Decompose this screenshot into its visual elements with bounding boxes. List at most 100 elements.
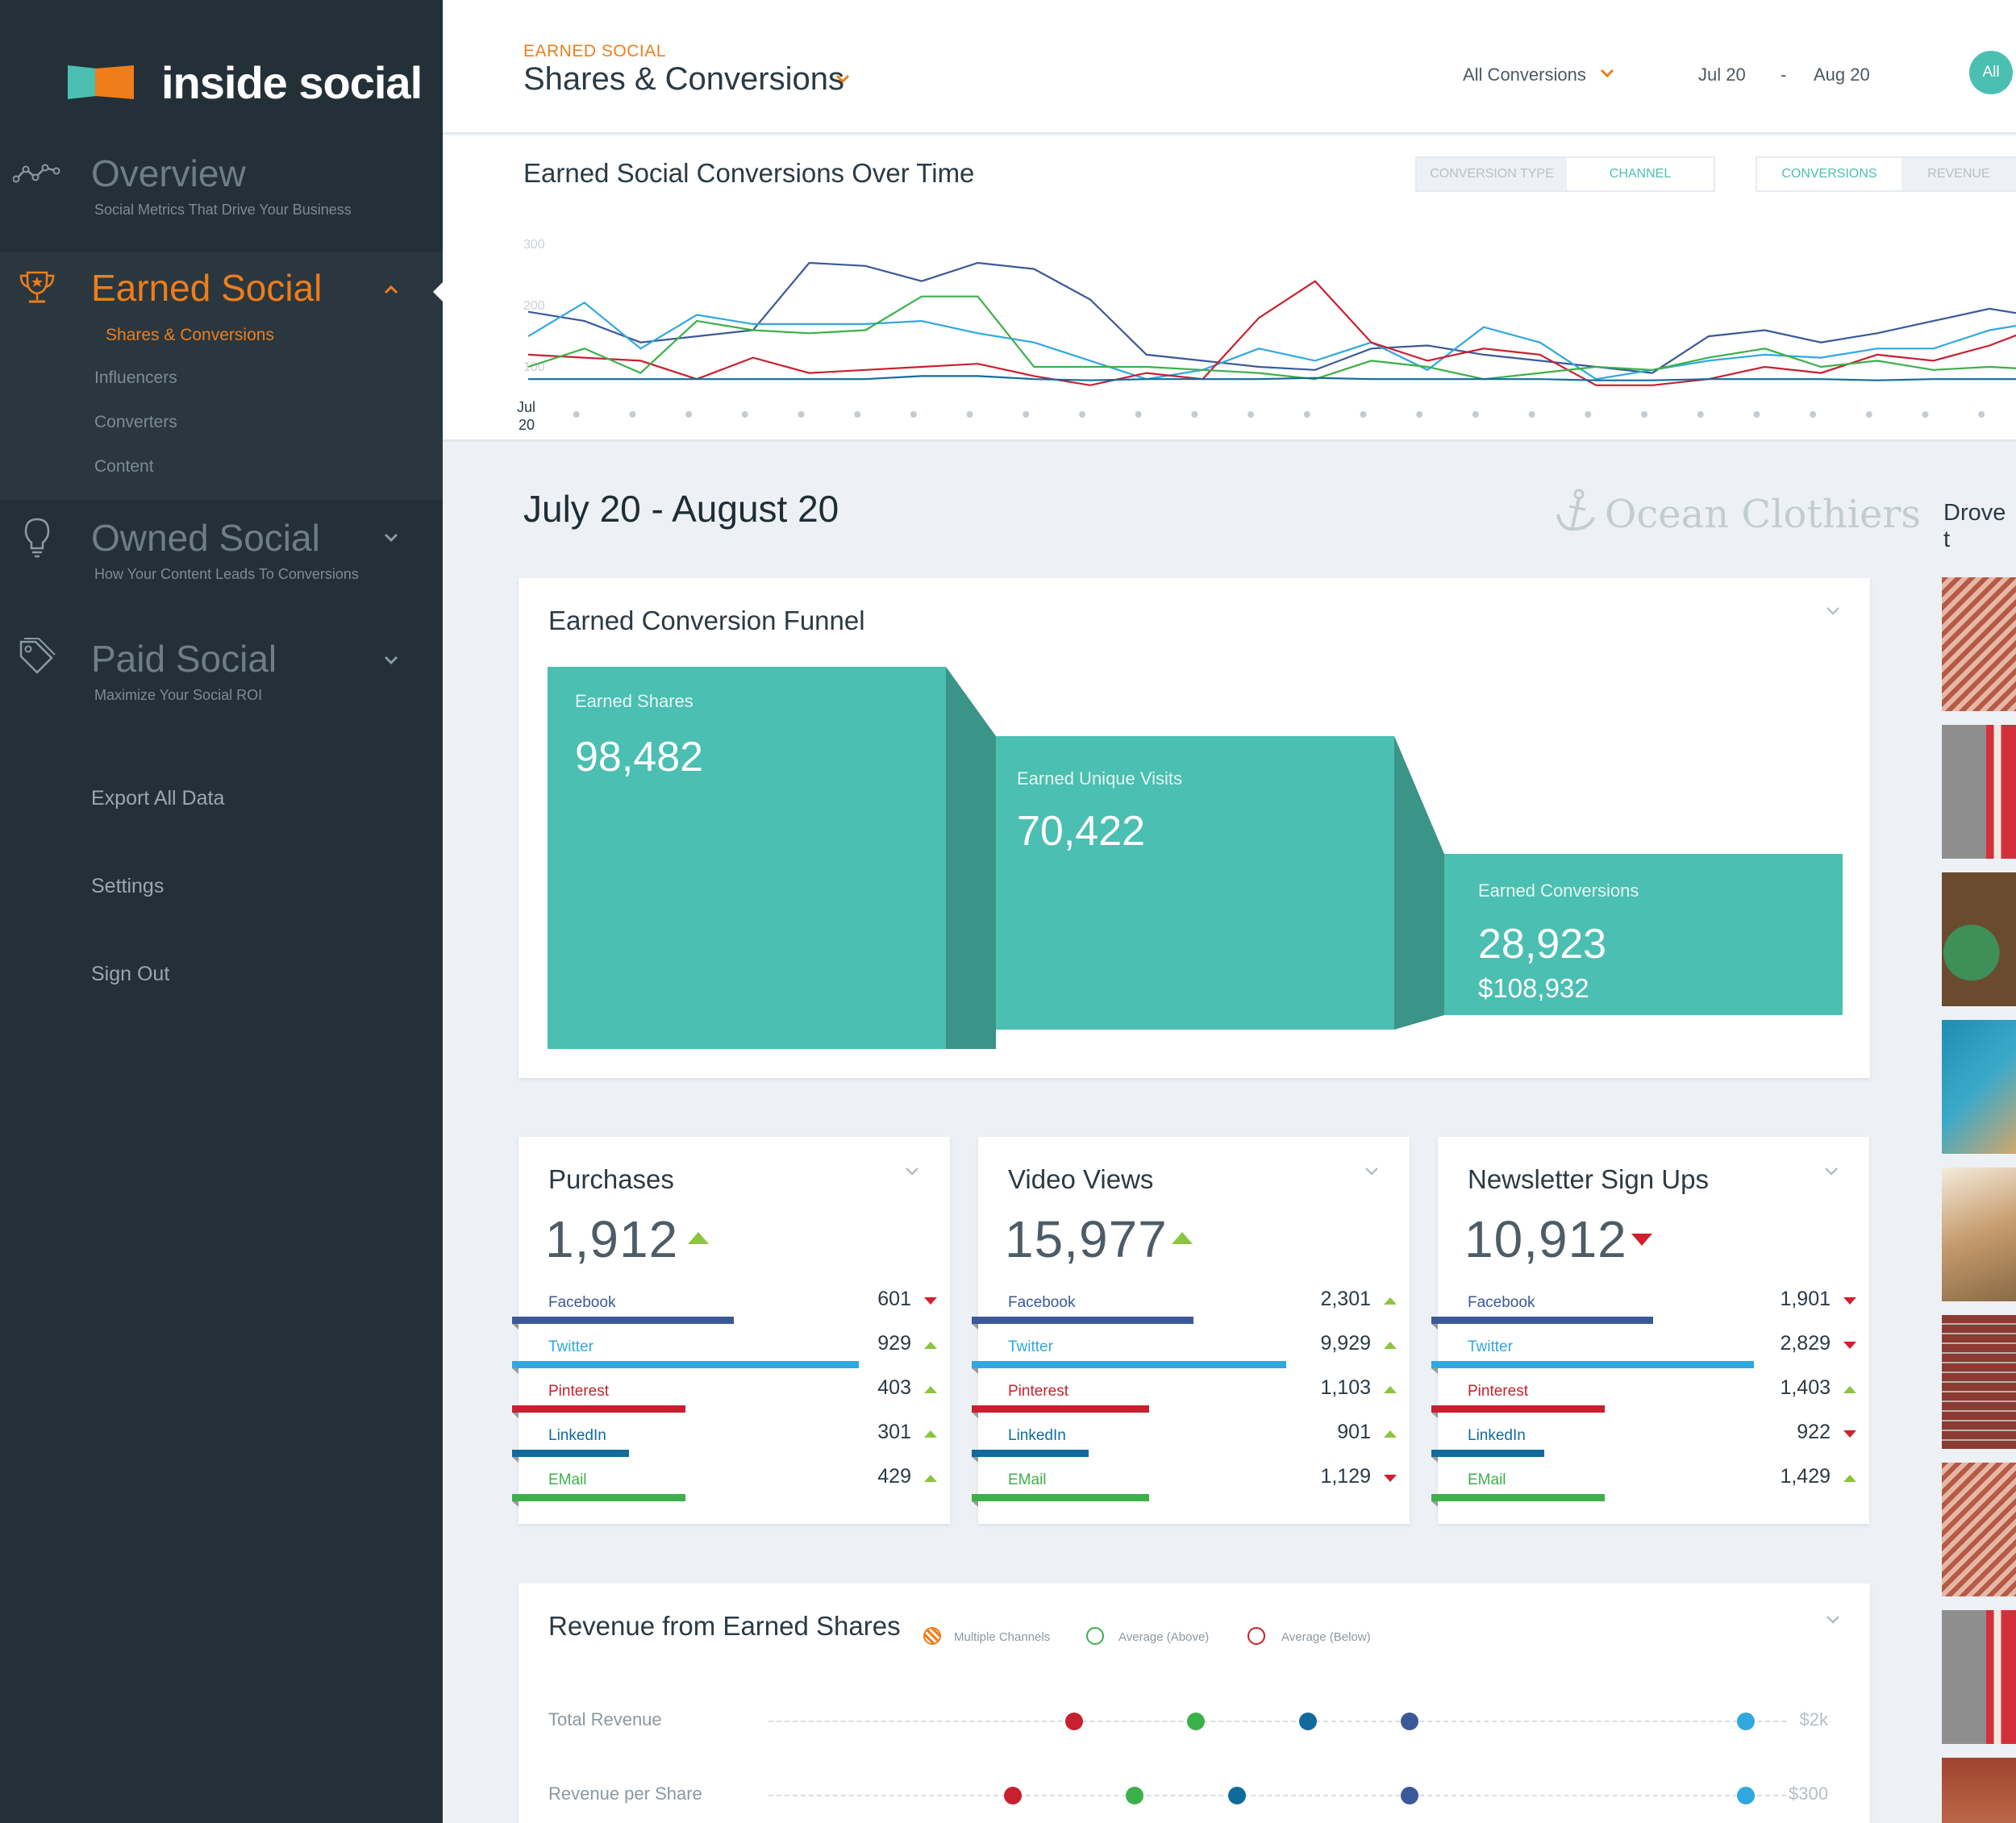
chevron-down-icon[interactable] [1823, 1161, 1839, 1182]
nav-paid-social[interactable]: Paid Social Maximize Your Social ROI [0, 637, 443, 734]
date-from[interactable]: Jul 20 [1698, 65, 1746, 85]
nav-overview[interactable]: Overview Social Metrics That Drive Your … [0, 145, 443, 250]
x-tick-dot[interactable] [629, 411, 636, 418]
date-to[interactable]: Aug 20 [1814, 65, 1870, 85]
x-tick-dot[interactable] [1810, 411, 1817, 418]
x-tick-dot[interactable] [1641, 411, 1647, 418]
x-tick-dot[interactable] [1023, 411, 1030, 418]
revenue-track [768, 1721, 1786, 1722]
content-thumbnail[interactable] [1942, 1463, 2016, 1596]
x-tick-dot[interactable] [1697, 411, 1704, 418]
chevron-down-icon[interactable] [904, 1161, 920, 1182]
multiple-channels-legend-icon [923, 1627, 941, 1645]
toggle-revenue[interactable]: REVENUE [1901, 158, 2016, 190]
revenue-point[interactable] [1736, 1787, 1755, 1804]
toggle-conversions[interactable]: CONVERSIONS [1757, 158, 1901, 190]
channel-row-linkedin[interactable]: LinkedIn 301 [512, 1421, 950, 1467]
channel-row-twitter[interactable]: Twitter 9,929 [972, 1332, 1410, 1379]
x-tick-dot[interactable] [1191, 411, 1198, 418]
export-all-data-link[interactable]: Export All Data [91, 787, 225, 810]
channel-row-email[interactable]: EMail 1,129 [972, 1465, 1410, 1512]
channel-row-pinterest[interactable]: Pinterest 1,403 [1431, 1376, 1869, 1423]
toggle-channel[interactable]: CHANNEL [1567, 158, 1714, 190]
sidebar-item-influencers[interactable]: Influencers [94, 368, 177, 387]
revenue-point[interactable] [1227, 1787, 1246, 1804]
sidebar-item-content[interactable]: Content [94, 457, 154, 476]
x-tick-dot[interactable] [1922, 411, 1929, 418]
x-tick-dot[interactable] [854, 411, 861, 418]
content-thumbnail[interactable] [1942, 1315, 2016, 1449]
sidebar-item-shares-conversions[interactable]: Shares & Conversions [106, 326, 274, 344]
revenue-point[interactable] [1298, 1713, 1317, 1730]
revenue-point[interactable] [1401, 1713, 1419, 1730]
revenue-point[interactable] [1126, 1787, 1144, 1804]
revenue-point[interactable] [1064, 1713, 1083, 1730]
series-line-2 [527, 280, 2016, 386]
chevron-down-icon[interactable] [1825, 1609, 1841, 1630]
content-thumbnail[interactable] [1942, 1758, 2016, 1823]
chevron-down-icon[interactable] [835, 68, 851, 90]
revenue-point[interactable] [1736, 1713, 1755, 1730]
x-tick-dot[interactable] [1303, 411, 1310, 418]
x-tick-dot[interactable] [1079, 411, 1085, 418]
nav-earned-social-title[interactable]: Earned Social [91, 267, 323, 309]
sign-out-link[interactable]: Sign Out [91, 963, 170, 985]
x-tick-dot[interactable] [685, 411, 693, 418]
channel-row-facebook[interactable]: Facebook 2,301 [972, 1288, 1410, 1334]
chevron-down-icon[interactable] [1599, 63, 1615, 84]
x-start-label-month: Jul [517, 399, 535, 415]
x-tick-dot[interactable] [1416, 411, 1423, 418]
avatar[interactable]: All [1969, 51, 2013, 94]
channel-row-email[interactable]: EMail 429 [512, 1465, 950, 1512]
sidebar-item-converters[interactable]: Converters [94, 413, 177, 431]
channel-bar [512, 1317, 734, 1330]
channel-row-twitter[interactable]: Twitter 929 [512, 1332, 950, 1379]
channel-row-pinterest[interactable]: Pinterest 403 [512, 1376, 950, 1423]
channel-row-facebook[interactable]: Facebook 601 [512, 1288, 950, 1334]
x-tick-dot[interactable] [1248, 411, 1255, 418]
funnel-chart [548, 667, 1843, 1049]
chevron-up-icon[interactable] [383, 276, 399, 301]
trend-up-icon [924, 1386, 937, 1393]
x-tick-dot[interactable] [1135, 411, 1142, 418]
channel-row-linkedin[interactable]: LinkedIn 901 [972, 1421, 1410, 1467]
x-tick-dot[interactable] [1865, 411, 1872, 418]
channel-row-facebook[interactable]: Facebook 1,901 [1431, 1288, 1869, 1334]
x-tick-dot[interactable] [910, 411, 917, 418]
content-thumbnail[interactable] [1942, 1020, 2016, 1154]
x-tick-dot[interactable] [1585, 411, 1592, 418]
trend-up-icon [1172, 1232, 1193, 1244]
x-tick-dot[interactable] [1978, 411, 1985, 418]
x-tick-dot[interactable] [1472, 411, 1479, 418]
x-tick-dot[interactable] [1528, 411, 1535, 418]
content-thumbnail[interactable] [1942, 1610, 2016, 1744]
revenue-point[interactable] [1003, 1787, 1022, 1804]
conversion-filter-select[interactable]: All Conversions [1463, 65, 1586, 85]
channel-row-email[interactable]: EMail 1,429 [1431, 1465, 1869, 1512]
content-thumbnail[interactable] [1942, 872, 2016, 1006]
chevron-down-icon[interactable] [383, 524, 399, 549]
chevron-down-icon[interactable] [383, 647, 399, 672]
channel-row-linkedin[interactable]: LinkedIn 922 [1431, 1421, 1869, 1467]
x-tick-dot[interactable] [966, 411, 973, 418]
chevron-down-icon[interactable] [1825, 601, 1841, 622]
x-tick-dot[interactable] [1360, 411, 1367, 418]
settings-link[interactable]: Settings [91, 875, 165, 897]
nav-owned-social[interactable]: Owned Social How Your Content Leads To C… [0, 516, 443, 613]
revenue-point[interactable] [1187, 1713, 1206, 1730]
content-thumbnail[interactable] [1942, 725, 2016, 859]
x-tick-dot[interactable] [741, 411, 748, 418]
channel-row-twitter[interactable]: Twitter 2,829 [1431, 1332, 1869, 1379]
app-logo[interactable]: inside social [68, 57, 423, 108]
chevron-down-icon[interactable] [1364, 1161, 1380, 1182]
content-thumbnail[interactable] [1942, 1167, 2016, 1301]
toggle-conversion-type[interactable]: CONVERSION TYPE [1417, 158, 1567, 190]
x-tick-dot[interactable] [798, 411, 805, 418]
channel-row-pinterest[interactable]: Pinterest 1,103 [972, 1376, 1410, 1423]
page-title[interactable]: Shares & Conversions [523, 61, 844, 97]
channel-value: 1,429 [1780, 1465, 1831, 1488]
revenue-point[interactable] [1401, 1787, 1419, 1804]
content-thumbnail[interactable] [1942, 577, 2016, 711]
x-tick-dot[interactable] [573, 411, 580, 418]
x-tick-dot[interactable] [1753, 411, 1760, 418]
